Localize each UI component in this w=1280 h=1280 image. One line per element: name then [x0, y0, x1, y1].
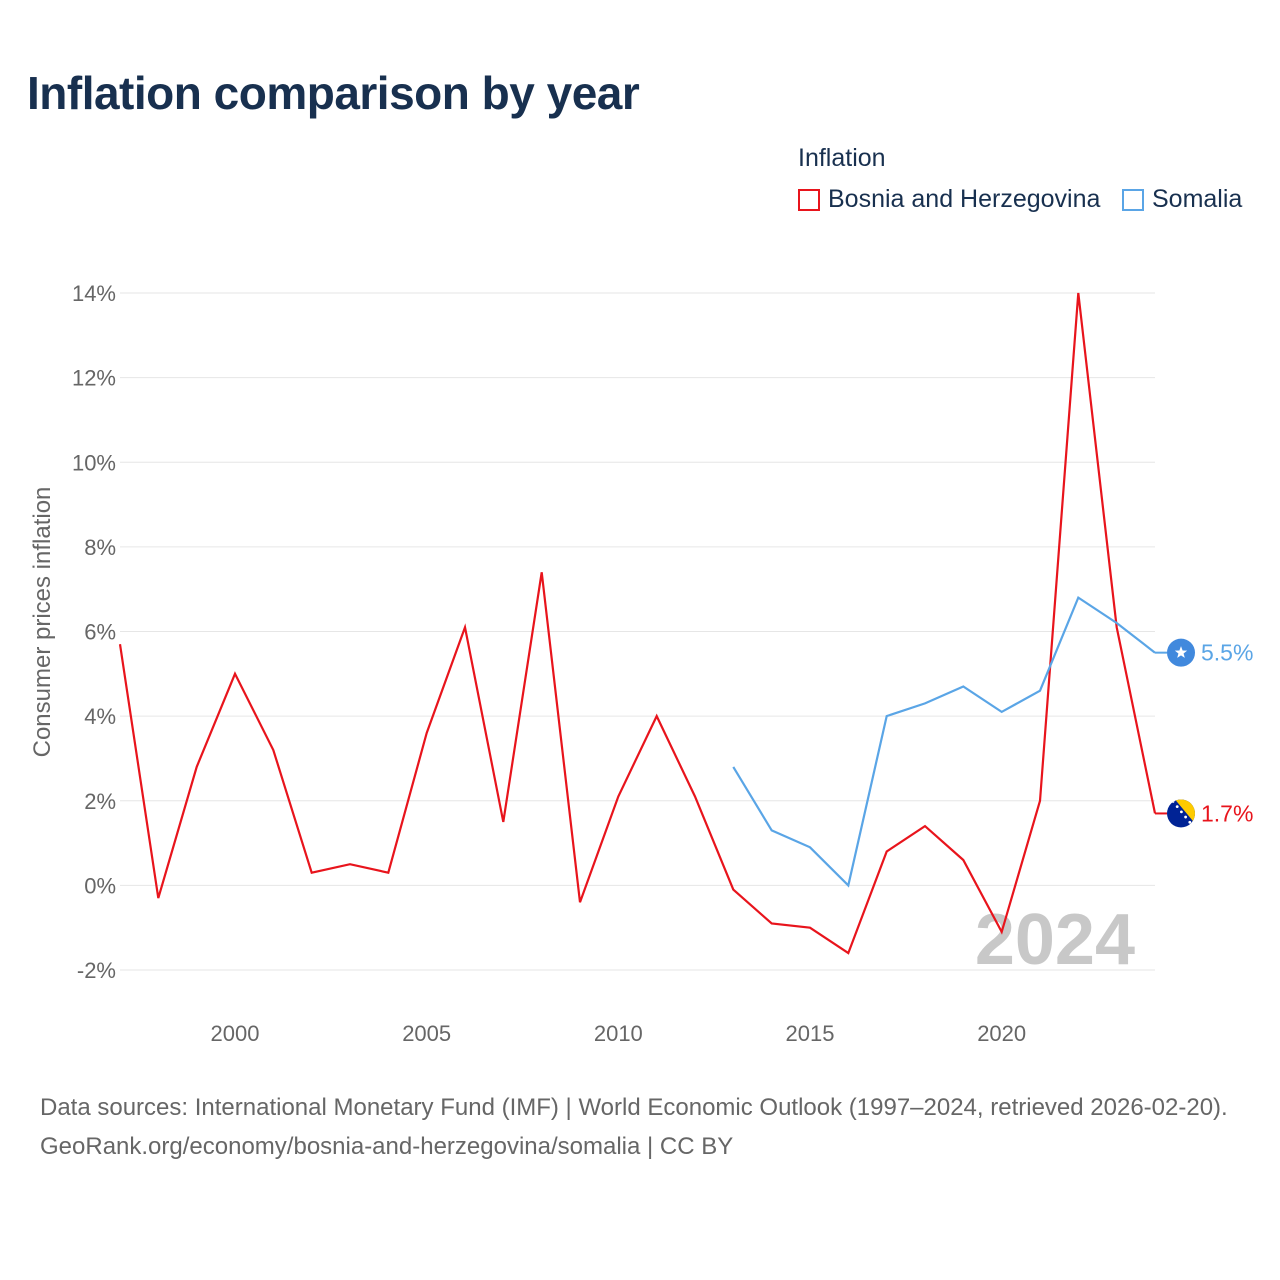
data-sources: Data sources: International Monetary Fun… [40, 1094, 1228, 1121]
footer: Data sources: International Monetary Fun… [40, 1088, 1250, 1166]
chart-title: Inflation comparison by year [27, 67, 640, 119]
y-tick-label: 6% [84, 620, 116, 645]
x-tick-label: 2020 [977, 1021, 1026, 1046]
legend-label-somalia: Somalia [1152, 185, 1243, 213]
y-tick-label: -2% [77, 958, 116, 983]
y-tick-label: 4% [84, 704, 116, 729]
y-tick-label: 12% [72, 366, 116, 391]
credit-link[interactable]: GeoRank.org/economy/bosnia-and-herzegovi… [40, 1133, 734, 1160]
y-tick-label: 2% [84, 789, 116, 814]
legend-swatch-bosnia [798, 188, 820, 211]
series-line-bosnia [118, 292, 1157, 955]
year-watermark: 2024 [975, 900, 1135, 980]
x-tick-label: 2015 [786, 1021, 835, 1046]
y-tick-label: 8% [84, 535, 116, 560]
bosnia-flag-icon [1167, 799, 1195, 828]
y-axis-label: Consumer prices inflation [29, 487, 56, 758]
line-chart: -2% 0% 2% 4% 6% 8% 10% 12% 14% 2000 2005 2010 2015 2… [29, 281, 1253, 1046]
x-tick-label: 2005 [402, 1021, 451, 1046]
y-tick-label: 10% [72, 450, 116, 475]
somalia-flag-icon [1167, 638, 1195, 667]
legend-title: Inflation [798, 144, 886, 172]
x-tick-label: 2010 [594, 1021, 643, 1046]
legend-item-somalia[interactable]: Somalia [1122, 185, 1242, 214]
end-value-label: 1.7% [1201, 800, 1253, 826]
legend-swatch-somalia [1122, 188, 1144, 211]
legend-item-bosnia[interactable]: Bosnia and Herzegovina [798, 185, 1100, 214]
legend-label-bosnia: Bosnia and Herzegovina [828, 185, 1101, 213]
series-line-somalia [732, 595, 1156, 888]
end-value-label: 5.5% [1201, 640, 1253, 666]
x-tick-label: 2000 [211, 1021, 260, 1046]
y-tick-label: 14% [72, 281, 116, 306]
y-tick-label: 0% [84, 873, 116, 898]
